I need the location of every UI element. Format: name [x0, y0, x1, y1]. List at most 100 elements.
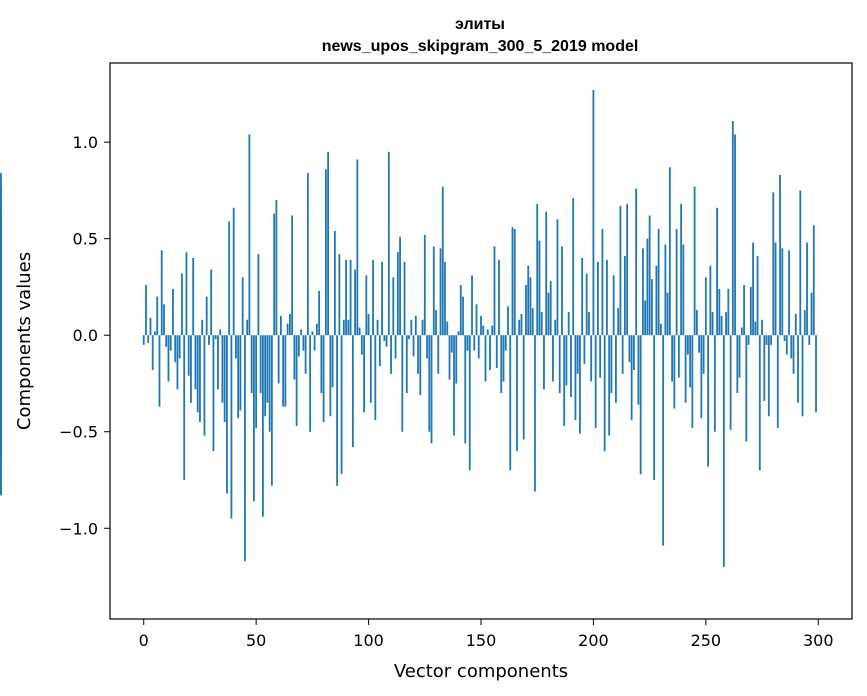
- bar: [446, 321, 449, 336]
- bar: [342, 319, 345, 336]
- bar: [347, 319, 350, 336]
- bar: [761, 319, 763, 336]
- bar: [803, 310, 806, 336]
- bar: [293, 335, 296, 380]
- bar: [232, 207, 235, 336]
- bar: [713, 335, 716, 432]
- bar: [493, 246, 496, 336]
- bar: [349, 259, 352, 336]
- bar: [437, 335, 440, 374]
- bar: [698, 335, 700, 353]
- bar: [336, 335, 338, 486]
- bar: [810, 292, 813, 336]
- bar: [187, 335, 190, 376]
- bar: [441, 186, 444, 336]
- bar: [644, 300, 647, 336]
- bar: [628, 335, 631, 363]
- bar: [635, 188, 638, 336]
- y-tick-label: −1.0: [59, 519, 98, 538]
- bar: [306, 173, 309, 336]
- bar: [237, 335, 240, 419]
- bar: [284, 335, 287, 407]
- bar: [740, 327, 743, 336]
- bar: [500, 335, 503, 394]
- bar: [333, 230, 336, 336]
- bar: [358, 327, 361, 336]
- bar: [581, 257, 584, 336]
- bar: [246, 319, 249, 336]
- bar: [653, 335, 656, 480]
- bar: [617, 308, 620, 336]
- bar: [574, 335, 577, 421]
- bar: [797, 335, 799, 403]
- bar: [720, 315, 723, 336]
- bar: [408, 335, 410, 340]
- bar: [619, 205, 622, 336]
- bar: [806, 242, 808, 336]
- bar: [324, 169, 327, 336]
- bar: [738, 335, 741, 378]
- bar: [363, 335, 365, 413]
- bar: [538, 240, 541, 336]
- bar: [695, 310, 698, 336]
- bar: [313, 335, 316, 351]
- bar: [498, 259, 500, 336]
- x-axis-ticks: 0 50 100 150 200 250 300: [139, 619, 834, 650]
- bar: [570, 335, 572, 397]
- bar: [671, 335, 674, 382]
- bar: [812, 225, 815, 336]
- bar: [457, 331, 460, 336]
- bar: [145, 285, 147, 336]
- bar: [770, 335, 772, 345]
- bar: [374, 335, 377, 421]
- bar: [210, 269, 213, 336]
- bar: [268, 335, 271, 432]
- bar: [774, 242, 777, 336]
- bar: [727, 288, 730, 336]
- bar: [392, 277, 395, 336]
- bar: [320, 335, 323, 394]
- bar: [585, 273, 588, 336]
- bar: [381, 261, 383, 336]
- bar: [702, 335, 705, 374]
- bar: [208, 335, 210, 345]
- bar: [183, 335, 186, 480]
- bar: [327, 151, 329, 336]
- bar: [176, 335, 179, 390]
- bar: [709, 265, 712, 336]
- bar: [558, 335, 561, 394]
- bar: [677, 335, 680, 378]
- bar: [147, 335, 150, 343]
- bar: [345, 259, 347, 336]
- bar: [468, 335, 471, 471]
- bar: [390, 335, 392, 374]
- bar: [367, 313, 370, 336]
- bar: [291, 215, 294, 336]
- bar: [201, 319, 204, 336]
- bar: [262, 335, 264, 517]
- bar: [731, 120, 734, 336]
- bar: [716, 207, 718, 336]
- bar: [779, 174, 781, 336]
- bar: [594, 335, 597, 428]
- bar: [536, 203, 539, 336]
- bar: [444, 261, 446, 336]
- bar: [158, 335, 161, 407]
- plot-area-frame: [109, 62, 853, 620]
- bar: [565, 335, 568, 386]
- bar: [626, 203, 629, 336]
- bar: [459, 285, 462, 336]
- bar: [707, 335, 709, 467]
- bar: [734, 134, 736, 336]
- bar: [403, 261, 406, 336]
- bar: [302, 335, 305, 351]
- bar: [579, 335, 581, 434]
- bar: [394, 335, 397, 359]
- bar: [572, 198, 575, 336]
- bar: [808, 335, 811, 345]
- bar: [217, 335, 219, 390]
- bar: [561, 246, 563, 336]
- bar: [662, 335, 665, 546]
- bar: [340, 335, 343, 475]
